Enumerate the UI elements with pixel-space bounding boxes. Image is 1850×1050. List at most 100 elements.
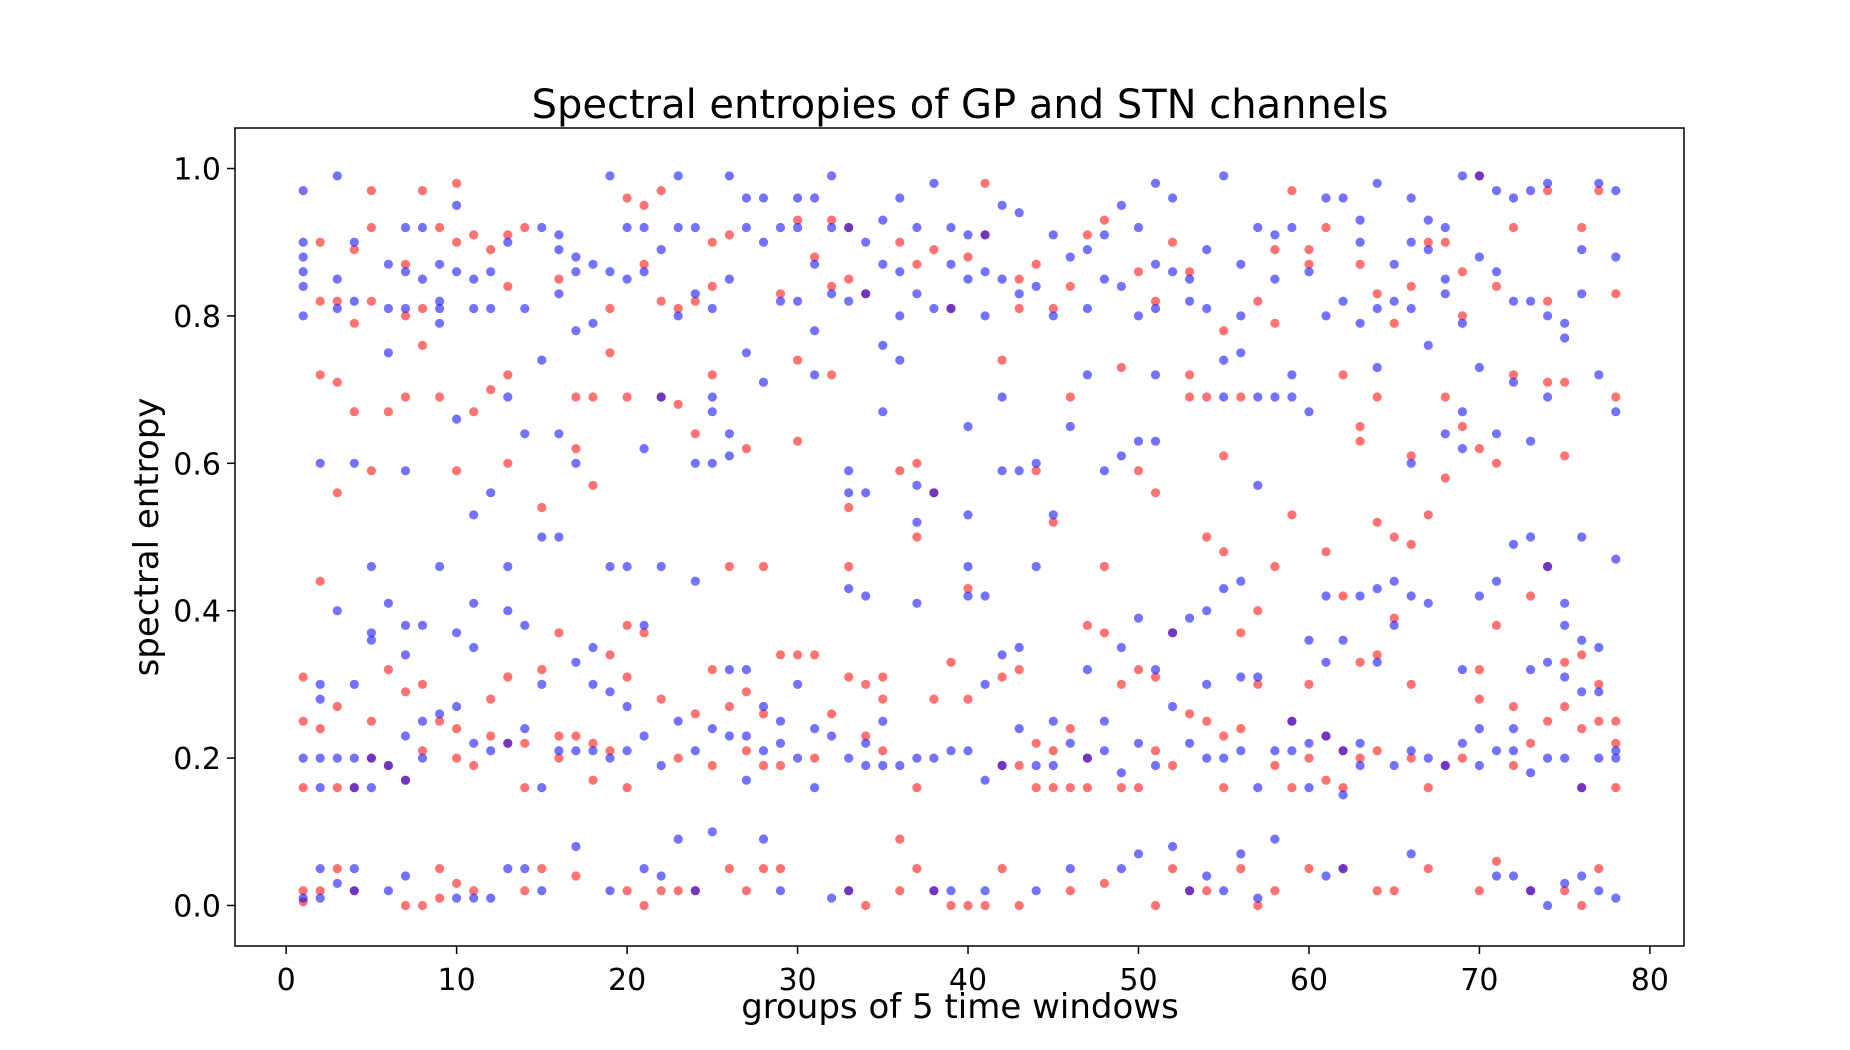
data-point-series-1-83 [503, 864, 513, 874]
data-point-series-0-55 [469, 407, 479, 417]
data-point-series-0-233 [1202, 392, 1212, 402]
data-point-series-1-245 [997, 200, 1007, 210]
data-point-series-1-57 [435, 318, 445, 328]
data-point-series-1-299 [1168, 193, 1178, 203]
data-point-series-0-91 [622, 193, 632, 203]
data-point-series-1-277 [1099, 466, 1109, 476]
data-point-series-1-150 [707, 724, 717, 734]
data-point-series-1-271 [1082, 303, 1092, 314]
data-point-series-1-38 [383, 760, 393, 771]
data-point-series-1-279 [1099, 746, 1109, 756]
data-point-series-1-30 [366, 628, 376, 638]
data-point-series-0-25 [366, 466, 376, 476]
data-point-series-1-388 [1423, 753, 1433, 763]
data-point-series-0-157 [878, 672, 888, 682]
data-point-series-0-218 [1133, 783, 1144, 793]
data-point-series-0-197 [1048, 746, 1058, 756]
data-point-series-0-217 [1133, 665, 1144, 675]
data-point-series-0-44 [435, 392, 445, 402]
data-point-series-0-105 [656, 886, 666, 896]
data-point-series-0-208 [1099, 215, 1109, 225]
data-point-series-0-204 [1082, 230, 1092, 240]
data-point-series-1-381 [1406, 591, 1416, 601]
x-tick-label: 30 [778, 963, 816, 998]
data-point-series-0-262 [1304, 753, 1314, 763]
data-point-series-0-251 [1270, 245, 1280, 255]
data-point-series-1-180 [810, 193, 820, 203]
data-point-series-0-222 [1150, 746, 1161, 756]
data-point-series-1-20 [332, 878, 342, 889]
data-point-series-1-328 [1253, 222, 1263, 233]
data-point-series-1-316 [1219, 355, 1229, 365]
data-point-series-1-205 [878, 259, 888, 269]
data-point-series-1-113 [605, 171, 615, 181]
data-point-series-1-380 [1406, 458, 1416, 468]
data-point-series-0-314 [1508, 222, 1519, 233]
data-point-series-1-145 [690, 886, 700, 896]
data-point-series-0-227 [1168, 864, 1178, 874]
data-point-series-0-303 [1457, 421, 1467, 432]
data-point-series-0-253 [1270, 760, 1280, 771]
data-point-series-1-264 [1048, 716, 1058, 726]
data-point-series-1-181 [810, 259, 820, 269]
data-point-series-1-451 [1594, 753, 1604, 763]
data-point-series-0-298 [1440, 392, 1450, 402]
data-point-series-0-160 [895, 466, 905, 476]
data-point-series-1-66 [469, 274, 479, 284]
data-point-series-1-393 [1440, 760, 1450, 771]
data-point-series-1-259 [1031, 760, 1041, 771]
data-point-series-1-305 [1185, 296, 1195, 306]
data-point-series-1-359 [1338, 790, 1348, 800]
x-tick-label: 50 [1119, 963, 1157, 998]
data-point-series-0-110 [690, 296, 700, 306]
data-point-series-0-309 [1474, 886, 1484, 896]
data-point-series-1-274 [1082, 753, 1092, 763]
data-point-series-1-392 [1440, 429, 1450, 439]
data-point-series-1-42 [400, 303, 411, 314]
data-point-series-0-291 [1406, 679, 1416, 690]
data-point-series-1-412 [1508, 193, 1519, 203]
data-point-series-0-339 [1594, 864, 1604, 874]
data-point-series-1-254 [1014, 642, 1024, 653]
data-point-series-1-291 [1133, 849, 1144, 859]
data-point-series-1-104 [571, 458, 581, 468]
data-point-series-1-131 [656, 392, 666, 402]
data-point-series-0-338 [1594, 716, 1604, 726]
data-point-series-1-196 [844, 753, 854, 763]
data-point-series-1-77 [486, 893, 496, 903]
data-point-series-1-453 [1611, 186, 1621, 196]
data-point-series-1-319 [1219, 753, 1229, 763]
data-point-series-1-32 [366, 753, 376, 763]
data-point-series-0-40 [417, 679, 428, 690]
data-point-series-1-273 [1082, 665, 1092, 675]
data-point-series-0-50 [452, 466, 462, 476]
data-point-series-1-387 [1423, 598, 1433, 608]
data-point-series-0-72 [537, 502, 547, 513]
data-point-series-0-41 [417, 746, 428, 756]
data-point-series-1-95 [554, 230, 564, 240]
data-point-series-1-99 [554, 532, 564, 542]
data-point-series-0-0 [298, 716, 308, 726]
data-point-series-1-408 [1491, 429, 1502, 439]
data-point-series-1-240 [980, 311, 990, 321]
data-point-series-0-124 [741, 687, 752, 697]
data-point-series-1-280 [1116, 200, 1126, 210]
data-point-series-1-148 [707, 407, 717, 417]
data-point-series-0-17 [349, 245, 359, 255]
data-point-series-0-196 [1048, 517, 1058, 527]
data-point-series-1-252 [1014, 289, 1024, 299]
data-point-series-1-270 [1082, 245, 1092, 255]
data-point-series-1-401 [1474, 252, 1484, 262]
data-point-series-1-106 [571, 746, 581, 756]
data-point-series-0-215 [1133, 267, 1144, 277]
data-point-series-0-144 [827, 370, 837, 380]
data-point-series-1-294 [1150, 303, 1161, 314]
data-point-series-1-310 [1202, 303, 1212, 314]
data-point-series-1-251 [1014, 208, 1024, 218]
data-point-series-1-119 [622, 222, 632, 233]
data-point-series-1-223 [929, 488, 939, 498]
data-point-series-1-39 [383, 886, 393, 896]
x-tick-label: 20 [608, 963, 646, 998]
